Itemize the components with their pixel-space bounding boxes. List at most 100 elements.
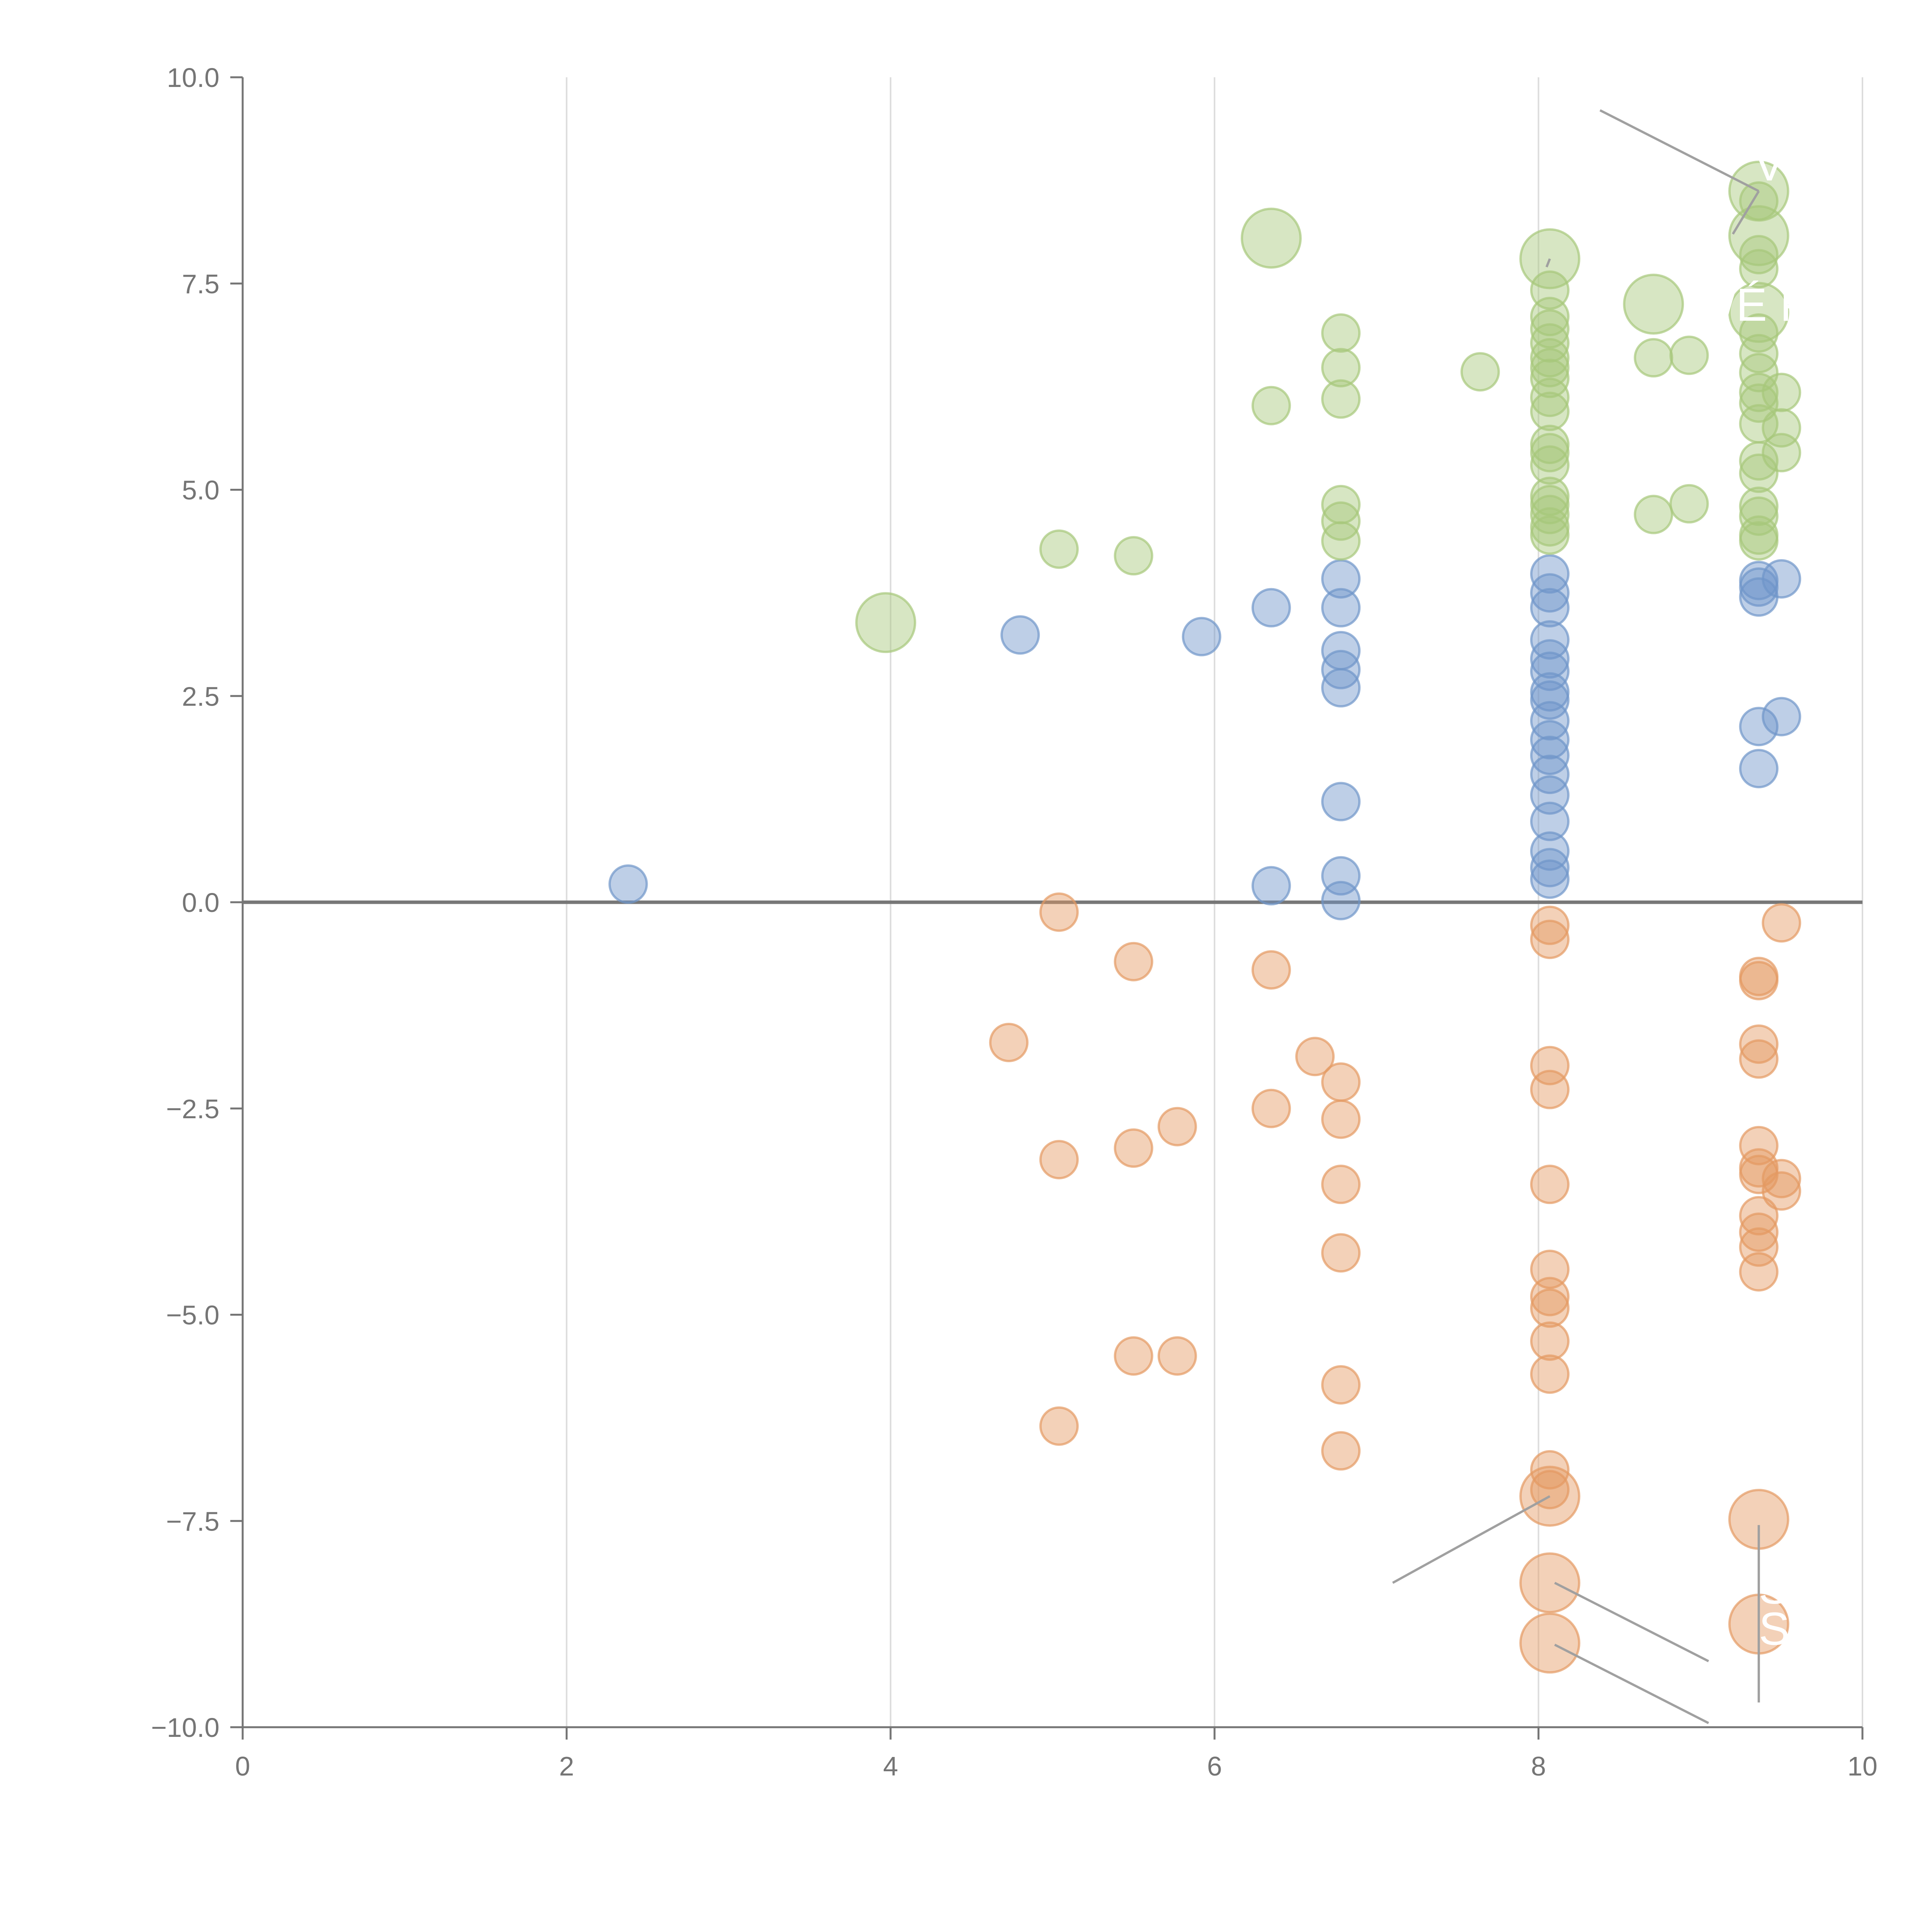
x-tick-label: 8	[1531, 1751, 1546, 1781]
axis-layer: 0 2 4 6 8 10 10.0 7.5 5.0 2.5 0.0 −2.5 −5.0 −7.5 −10.0	[151, 63, 1878, 1781]
orange-bubble	[1321, 1062, 1361, 1102]
blue-bubble	[1321, 782, 1361, 821]
annotation-label: SC	[1759, 1603, 1823, 1655]
y-tick-label: 0.0	[182, 888, 219, 918]
orange-bubble	[1039, 1140, 1079, 1180]
green-bubble	[855, 592, 917, 653]
green-bubble	[1321, 313, 1361, 353]
orange-bubble	[1114, 1336, 1153, 1376]
green-bubble	[1530, 425, 1570, 464]
blue-bubble	[1251, 588, 1291, 628]
orange-bubble	[1530, 1288, 1570, 1328]
leader-layer	[1392, 109, 1760, 1724]
orange-bubble	[1530, 920, 1570, 959]
green-bubble	[1762, 372, 1801, 412]
blue-bubble	[1762, 559, 1801, 599]
x-tick-label: 10	[1847, 1751, 1878, 1781]
green-bubble	[1039, 529, 1079, 569]
orange-bubble	[1530, 1450, 1570, 1490]
green-bubble	[1530, 445, 1570, 485]
green-bubble	[1728, 282, 1789, 343]
green-bubble	[1530, 309, 1570, 349]
green-bubble	[1530, 485, 1570, 524]
green-bubble	[1634, 338, 1673, 378]
x-tick-label: 6	[1207, 1751, 1222, 1781]
y-tick-label: −2.5	[166, 1094, 219, 1124]
orange-bubble	[1321, 1165, 1361, 1204]
green-bubble	[1530, 515, 1570, 555]
y-tick-label: 2.5	[182, 681, 219, 711]
orange-bubble	[1739, 1213, 1779, 1252]
orange-bubble	[1530, 1470, 1570, 1510]
orange-bubble	[1530, 1354, 1570, 1394]
orange-bubble	[1321, 1431, 1361, 1471]
blue-bubble	[1182, 617, 1221, 656]
annotation-leader-line	[1545, 258, 1551, 268]
y-tick-label: −5.0	[166, 1300, 219, 1330]
y-tick-label: 10.0	[167, 63, 219, 93]
annotation-label: S	[1759, 1562, 1790, 1614]
orange-bubble	[1114, 1128, 1153, 1168]
blue-bubble	[1530, 680, 1570, 720]
green-bubble	[1241, 207, 1302, 269]
green-bubble	[1634, 495, 1673, 534]
annotation-leader-line	[1554, 1582, 1709, 1662]
orange-bubble	[1530, 1321, 1570, 1361]
blue-bubble	[1530, 755, 1570, 794]
orange-bubble	[1762, 903, 1801, 943]
orange-bubble	[1739, 1252, 1779, 1292]
x-tick-label: 0	[235, 1751, 250, 1781]
orange-bubble	[1739, 1024, 1779, 1064]
orange-bubble	[1039, 1406, 1079, 1446]
orange-bubble	[1762, 1171, 1801, 1211]
green-bubble	[1669, 335, 1709, 375]
green-bubble	[1321, 521, 1361, 561]
green-bubble	[1114, 536, 1153, 576]
green-bubble	[1321, 379, 1361, 419]
green-bubble	[1669, 484, 1709, 524]
blue-bubble	[1530, 848, 1570, 888]
green-bubble	[1739, 441, 1779, 481]
green-bubble	[1530, 378, 1570, 417]
orange-bubble	[1530, 1250, 1570, 1289]
orange-bubble	[1295, 1037, 1335, 1077]
green-bubble	[1530, 348, 1570, 388]
orange-bubble	[1530, 1277, 1570, 1316]
orange-bubble	[989, 1022, 1029, 1062]
green-bubble	[1739, 353, 1779, 393]
blue-bubble	[1530, 588, 1570, 628]
blue-bubble	[1762, 697, 1801, 736]
orange-bubble	[1321, 1233, 1361, 1273]
orange-bubble	[1739, 1126, 1779, 1165]
green-bubble	[1739, 235, 1779, 275]
orange-bubble	[1519, 1552, 1580, 1614]
orange-bubble	[1251, 950, 1291, 990]
y-tick-label: 5.0	[182, 475, 219, 505]
annotation-label: WÉ P	[1692, 279, 1811, 331]
green-bubble	[1251, 386, 1291, 425]
orange-bubble	[1519, 1612, 1580, 1674]
annotation-leader-line	[1554, 1643, 1709, 1724]
green-bubble	[1530, 433, 1570, 473]
blue-bubble	[1321, 588, 1361, 628]
y-tick-label: −10.0	[151, 1713, 219, 1743]
blue-bubble	[1321, 881, 1361, 920]
green-bubble	[1739, 453, 1779, 493]
y-tick-label: 7.5	[182, 269, 219, 299]
green-bubble	[1739, 181, 1779, 221]
green-bubble	[1739, 372, 1779, 412]
orange-bubble	[1321, 1099, 1361, 1139]
blue-bubble	[1530, 859, 1570, 899]
blue-bubble	[1739, 749, 1779, 789]
orange-bubble	[1039, 892, 1079, 932]
annotation-leader-line	[1732, 190, 1760, 235]
annotation-leader-line	[1392, 1495, 1551, 1584]
green-bubble	[1321, 348, 1361, 388]
blue-bubble	[1530, 672, 1570, 712]
annotation-leader-line	[1599, 109, 1760, 192]
green-bubble	[1321, 501, 1361, 541]
x-tick-label: 2	[559, 1751, 574, 1781]
orange-bubble	[1530, 1070, 1570, 1109]
